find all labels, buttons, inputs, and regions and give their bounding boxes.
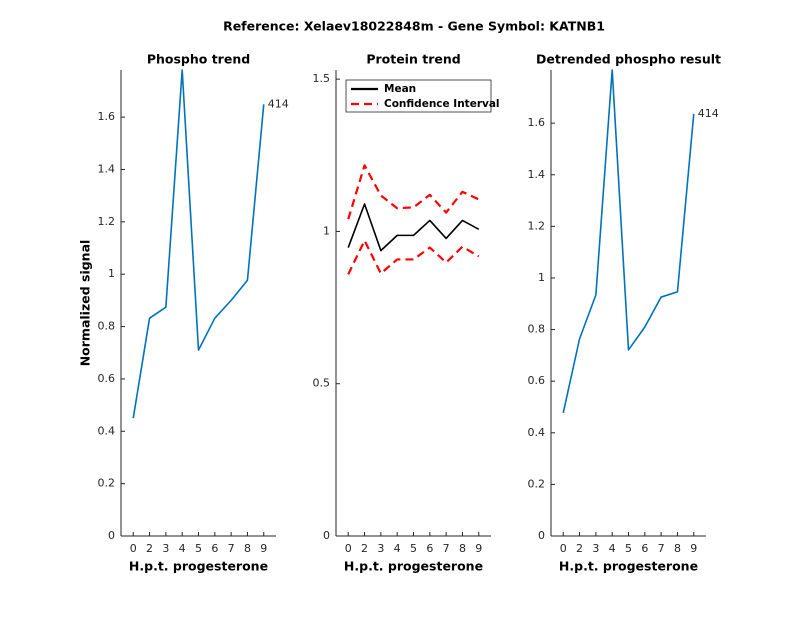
y-tick-label: 0.6 (528, 374, 546, 387)
y-tick-label: 0.8 (98, 320, 116, 333)
y-tick-label: 1.2 (98, 215, 116, 228)
x-tick-label: 7 (228, 542, 235, 555)
x-tick-label: 2 (146, 542, 153, 555)
x-tick-label: 6 (211, 542, 218, 555)
y-tick-label: 0.5 (313, 377, 331, 390)
x-tick-label: 2 (361, 542, 368, 555)
y-tick-label: 0.4 (528, 426, 546, 439)
y-tick-label: 1.4 (98, 162, 116, 175)
y-tick-label: 1.5 (313, 72, 331, 85)
x-tick-label: 4 (609, 542, 616, 555)
panel-title: Phospho trend (147, 52, 250, 67)
x-tick-label: 5 (410, 542, 417, 555)
data-line (347, 203, 480, 252)
y-tick-label: 0 (538, 529, 545, 542)
x-tick-label: 0 (130, 542, 137, 555)
y-tick-label: 0 (323, 529, 330, 542)
x-tick-label: 8 (244, 542, 251, 555)
data-line (132, 69, 265, 419)
panel-title: Protein trend (366, 52, 460, 67)
y-tick-label: 1.2 (528, 219, 546, 232)
x-tick-label: 6 (426, 542, 433, 555)
x-tick-label: 3 (377, 542, 384, 555)
x-axis-label: H.p.t. progesterone (129, 559, 268, 574)
x-tick-label: 7 (443, 542, 450, 555)
x-tick-label: 5 (195, 542, 202, 555)
y-tick-label: 0.2 (98, 477, 116, 490)
legend-label: Mean (384, 83, 416, 95)
legend-box (345, 79, 492, 113)
data-line (562, 69, 695, 414)
y-axis-label: Normalized signal (78, 240, 93, 367)
x-axis-label: H.p.t. progesterone (559, 559, 698, 574)
y-tick-label: 0.4 (98, 424, 116, 437)
y-tick-label: 0 (108, 529, 115, 542)
x-tick-label: 8 (674, 542, 681, 555)
x-tick-label: 0 (560, 542, 567, 555)
figure-title: Reference: Xelaev18022848m - Gene Symbol… (223, 19, 605, 34)
x-tick-label: 4 (179, 542, 186, 555)
y-tick-label: 0.6 (98, 372, 116, 385)
x-tick-label: 9 (690, 542, 697, 555)
annotation: 414 (698, 107, 719, 120)
y-tick-label: 1 (538, 271, 545, 284)
x-tick-label: 7 (658, 542, 665, 555)
y-tick-label: 0.8 (528, 323, 546, 336)
x-tick-label: 3 (162, 542, 169, 555)
y-tick-label: 1.6 (528, 116, 546, 129)
panel-title: Detrended phospho result (536, 52, 721, 67)
annotation: 414 (268, 97, 289, 110)
y-tick-label: 1 (108, 267, 115, 280)
y-tick-label: 1 (323, 224, 330, 237)
x-tick-label: 2 (576, 542, 583, 555)
x-tick-label: 5 (625, 542, 632, 555)
x-tick-label: 8 (459, 542, 466, 555)
y-tick-label: 1.4 (528, 168, 546, 181)
x-tick-label: 4 (394, 542, 401, 555)
data-line (347, 164, 480, 220)
y-tick-label: 0.2 (528, 477, 546, 490)
x-axis-label: H.p.t. progesterone (344, 559, 483, 574)
legend-label: Confidence Interval (384, 98, 500, 110)
y-tick-label: 1.6 (98, 110, 116, 123)
x-tick-label: 9 (260, 542, 267, 555)
x-tick-label: 0 (345, 542, 352, 555)
x-tick-label: 9 (475, 542, 482, 555)
x-tick-label: 6 (641, 542, 648, 555)
x-tick-label: 3 (592, 542, 599, 555)
data-line (347, 239, 480, 275)
legend: Mean Confidence Interval (345, 79, 500, 113)
